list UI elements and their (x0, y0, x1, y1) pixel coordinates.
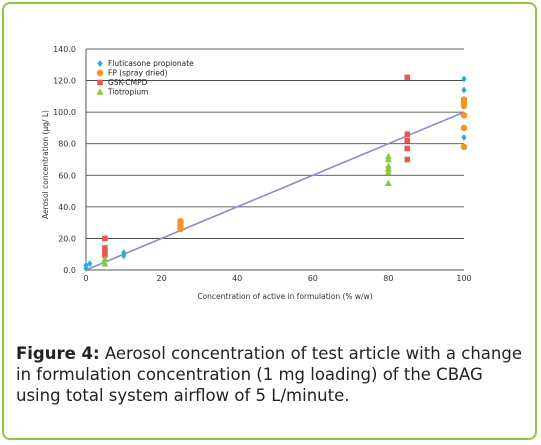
data-point (404, 145, 411, 152)
data-point (461, 75, 467, 83)
y-tick-label: 20.0 (58, 234, 76, 243)
y-tick-label: 40.0 (58, 203, 76, 212)
x-tick-label: 80 (383, 274, 393, 283)
data-point (461, 86, 467, 94)
y-tick-label: 140.0 (53, 45, 76, 54)
y-tick-label: 120.0 (53, 77, 76, 86)
data-point (177, 217, 184, 225)
data-point (87, 260, 93, 268)
y-axis-label: Aerosol concentration (µg/ L) (41, 110, 50, 219)
data-point (460, 124, 468, 132)
legend-label: Tiotropium (107, 88, 148, 97)
data-point (102, 248, 108, 254)
data-point (404, 137, 411, 144)
data-point (404, 156, 411, 163)
x-tick-label: 20 (157, 274, 167, 283)
data-point (404, 131, 411, 138)
legend-label: Fluticasone propionate (108, 59, 194, 68)
y-tick-label: 80.0 (58, 140, 76, 149)
x-tick-label: 0 (83, 274, 88, 283)
scatter-chart: 0.0 20.0 40.0 60.0 80.0 100.0 120.0 140.0 0 20 40… (41, 45, 472, 301)
data-point (460, 96, 468, 103)
x-axis-label: Concentration of active in formulation (… (197, 292, 372, 301)
data-point (102, 235, 108, 242)
data-point (121, 249, 127, 257)
gridlines (86, 48, 464, 239)
data-point (460, 143, 468, 151)
data-point (385, 152, 392, 160)
legend-label: FP (spray dried) (108, 69, 168, 78)
data-points (83, 74, 468, 272)
legend-marker (96, 69, 104, 77)
data-point (385, 179, 392, 186)
data-point (102, 251, 108, 258)
x-tick-label: 60 (308, 274, 318, 283)
x-tick-label: 100 (456, 274, 471, 283)
legend-marker (97, 79, 103, 86)
y-tick-label: 0.0 (63, 266, 76, 275)
y-tick-labels: 0.0 20.0 40.0 60.0 80.0 100.0 120.0 140.0 (53, 45, 76, 275)
data-point (101, 255, 109, 262)
trend-line (85, 111, 465, 271)
data-point (461, 134, 467, 141)
data-point (385, 162, 392, 169)
data-point (102, 245, 108, 251)
y-tick-label: 60.0 (58, 171, 76, 180)
legend-label: GSK-CMPD (108, 78, 148, 87)
figure-caption: Figure 4: Aerosol concentration of test … (16, 343, 526, 406)
data-point (460, 112, 468, 119)
legend-marker (96, 88, 104, 95)
caption-label: Figure 4: (16, 344, 100, 363)
data-point (404, 74, 411, 81)
data-point (101, 260, 109, 267)
x-tick-labels: 0 20 40 60 80 100 (83, 274, 471, 283)
x-tick-label: 40 (232, 274, 242, 283)
figure-frame: 0.0 20.0 40.0 60.0 80.0 100.0 120.0 140.0 0 20 40… (2, 2, 537, 440)
data-point (83, 261, 89, 269)
legend-marker (97, 60, 103, 67)
y-tick-label: 100.0 (53, 108, 76, 117)
caption-text: Aerosol concentration of test article wi… (16, 344, 523, 405)
